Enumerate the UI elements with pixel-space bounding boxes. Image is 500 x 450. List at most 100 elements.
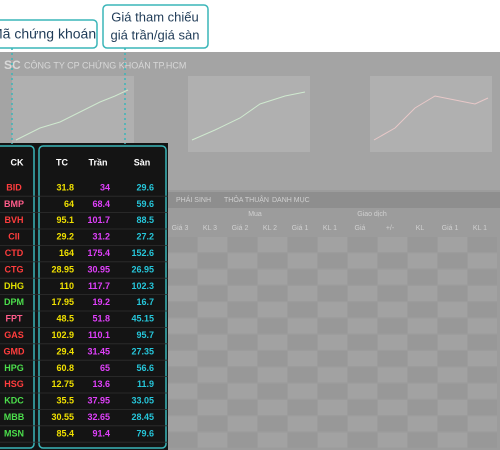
board-cell: [228, 237, 257, 252]
price-cell: 95.1: [56, 215, 74, 225]
board-cell: [168, 416, 197, 432]
price-cell: 12.75: [51, 379, 74, 389]
board-cell: [258, 367, 287, 383]
price-cell: 34: [100, 182, 110, 192]
price-cell: 17.95: [51, 297, 74, 307]
board-cell: [228, 367, 257, 383]
price-cell: 175.4: [87, 248, 110, 258]
board-grid: PHÁI SINH THỎA THUẬN DANH MỤC Mua Giao dịch G…: [168, 192, 500, 448]
board-cell: [318, 253, 347, 269]
price-cell: 60.8: [56, 363, 74, 373]
price-cell: 91.4: [92, 428, 110, 438]
board-cell: [288, 334, 317, 350]
stock-code: DHG: [4, 281, 24, 291]
board-cell: [438, 351, 467, 367]
board-cell: [198, 318, 227, 334]
board-cell: [168, 237, 197, 252]
table-body: CK TC Trần Sàn BID 31.8 34 29.6 BMP 64 68.4 59.6 BVH…: [0, 157, 168, 443]
board-cell: [408, 383, 437, 399]
board-cell: [288, 253, 317, 269]
board-cell: [468, 253, 497, 269]
board-cell: [438, 432, 467, 448]
board-cell: [468, 432, 497, 448]
board-cell: [408, 318, 437, 334]
board-cell: [198, 334, 227, 350]
board-cell: [258, 318, 287, 334]
price-cell: 164: [59, 248, 74, 258]
board-cell: [408, 416, 437, 432]
board-cell: [258, 253, 287, 269]
board-cell: [258, 432, 287, 448]
board-cell: [228, 253, 257, 269]
board-cell: [348, 269, 377, 285]
board-cell: [378, 302, 407, 318]
board-cell: [258, 334, 287, 350]
column-header: KL 3: [203, 225, 217, 232]
price-cell: 31.8: [56, 182, 74, 192]
stock-code: MBB: [4, 412, 25, 422]
column-header: KL 1: [473, 225, 487, 232]
board-cell: [168, 367, 197, 383]
board-cell: [198, 253, 227, 269]
price-cell: 29.2: [56, 232, 74, 242]
price-cell: 45.15: [131, 314, 154, 324]
board-cell: [438, 285, 467, 301]
column-header: Giá 3: [172, 225, 189, 232]
board-cell: [438, 269, 467, 285]
callout-label: Giá tham chiếu: [111, 9, 198, 24]
board-cell: [168, 432, 197, 448]
board-cell: [438, 302, 467, 318]
price-cell: 37.95: [87, 396, 110, 406]
price-cell: 31.2: [92, 232, 110, 242]
board-cell: [408, 351, 437, 367]
price-cell: 30.55: [51, 412, 74, 422]
price-cell: 110: [59, 281, 74, 291]
board-cell: [378, 432, 407, 448]
price-cell: 33.05: [131, 396, 154, 406]
mini-charts: [12, 76, 492, 152]
board-cell: [288, 269, 317, 285]
column-header: Sàn: [134, 157, 151, 167]
board-cell: [258, 302, 287, 318]
group-header: Giao dịch: [357, 211, 387, 218]
board-cell: [288, 351, 317, 367]
board-cell: [168, 334, 197, 350]
board-cell: [468, 237, 497, 252]
price-cell: 48.5: [56, 314, 74, 324]
board-cell: [468, 285, 497, 301]
board-cell: [438, 237, 467, 252]
stock-code: HPG: [4, 363, 24, 373]
price-cell: 56.6: [136, 363, 154, 373]
board-cell: [378, 285, 407, 301]
board-cell: [168, 400, 197, 415]
price-cell: 64: [64, 199, 74, 209]
board-cell: [168, 253, 197, 269]
board-cell: [258, 285, 287, 301]
board-cell: [258, 351, 287, 367]
callout-box: [102, 4, 209, 49]
price-columns-frame: [38, 145, 167, 449]
board-cell: [168, 383, 197, 399]
column-header: CK: [11, 157, 24, 167]
board-cell: [318, 318, 347, 334]
board-cell: [168, 285, 197, 301]
board-cell: [168, 318, 197, 334]
board-cell: [168, 351, 197, 367]
board-cell: [348, 383, 377, 399]
board-cell: [228, 269, 257, 285]
board-cell: [318, 351, 347, 367]
board-cell: [228, 302, 257, 318]
board-cell: [468, 400, 497, 415]
board-cell: [408, 269, 437, 285]
board-cell: [318, 269, 347, 285]
price-cell: 88.5: [136, 215, 154, 225]
price-table: [0, 143, 168, 450]
board-cell: [378, 237, 407, 252]
stock-code: CII: [8, 232, 20, 242]
board-cell: [438, 383, 467, 399]
column-header: KL: [416, 225, 425, 232]
price-cell: 11.9: [137, 379, 154, 389]
company-name: CÔNG TY CP CHỨNG KHOÁN TP.HCM: [24, 60, 186, 70]
column-header: KL 1: [323, 225, 337, 232]
